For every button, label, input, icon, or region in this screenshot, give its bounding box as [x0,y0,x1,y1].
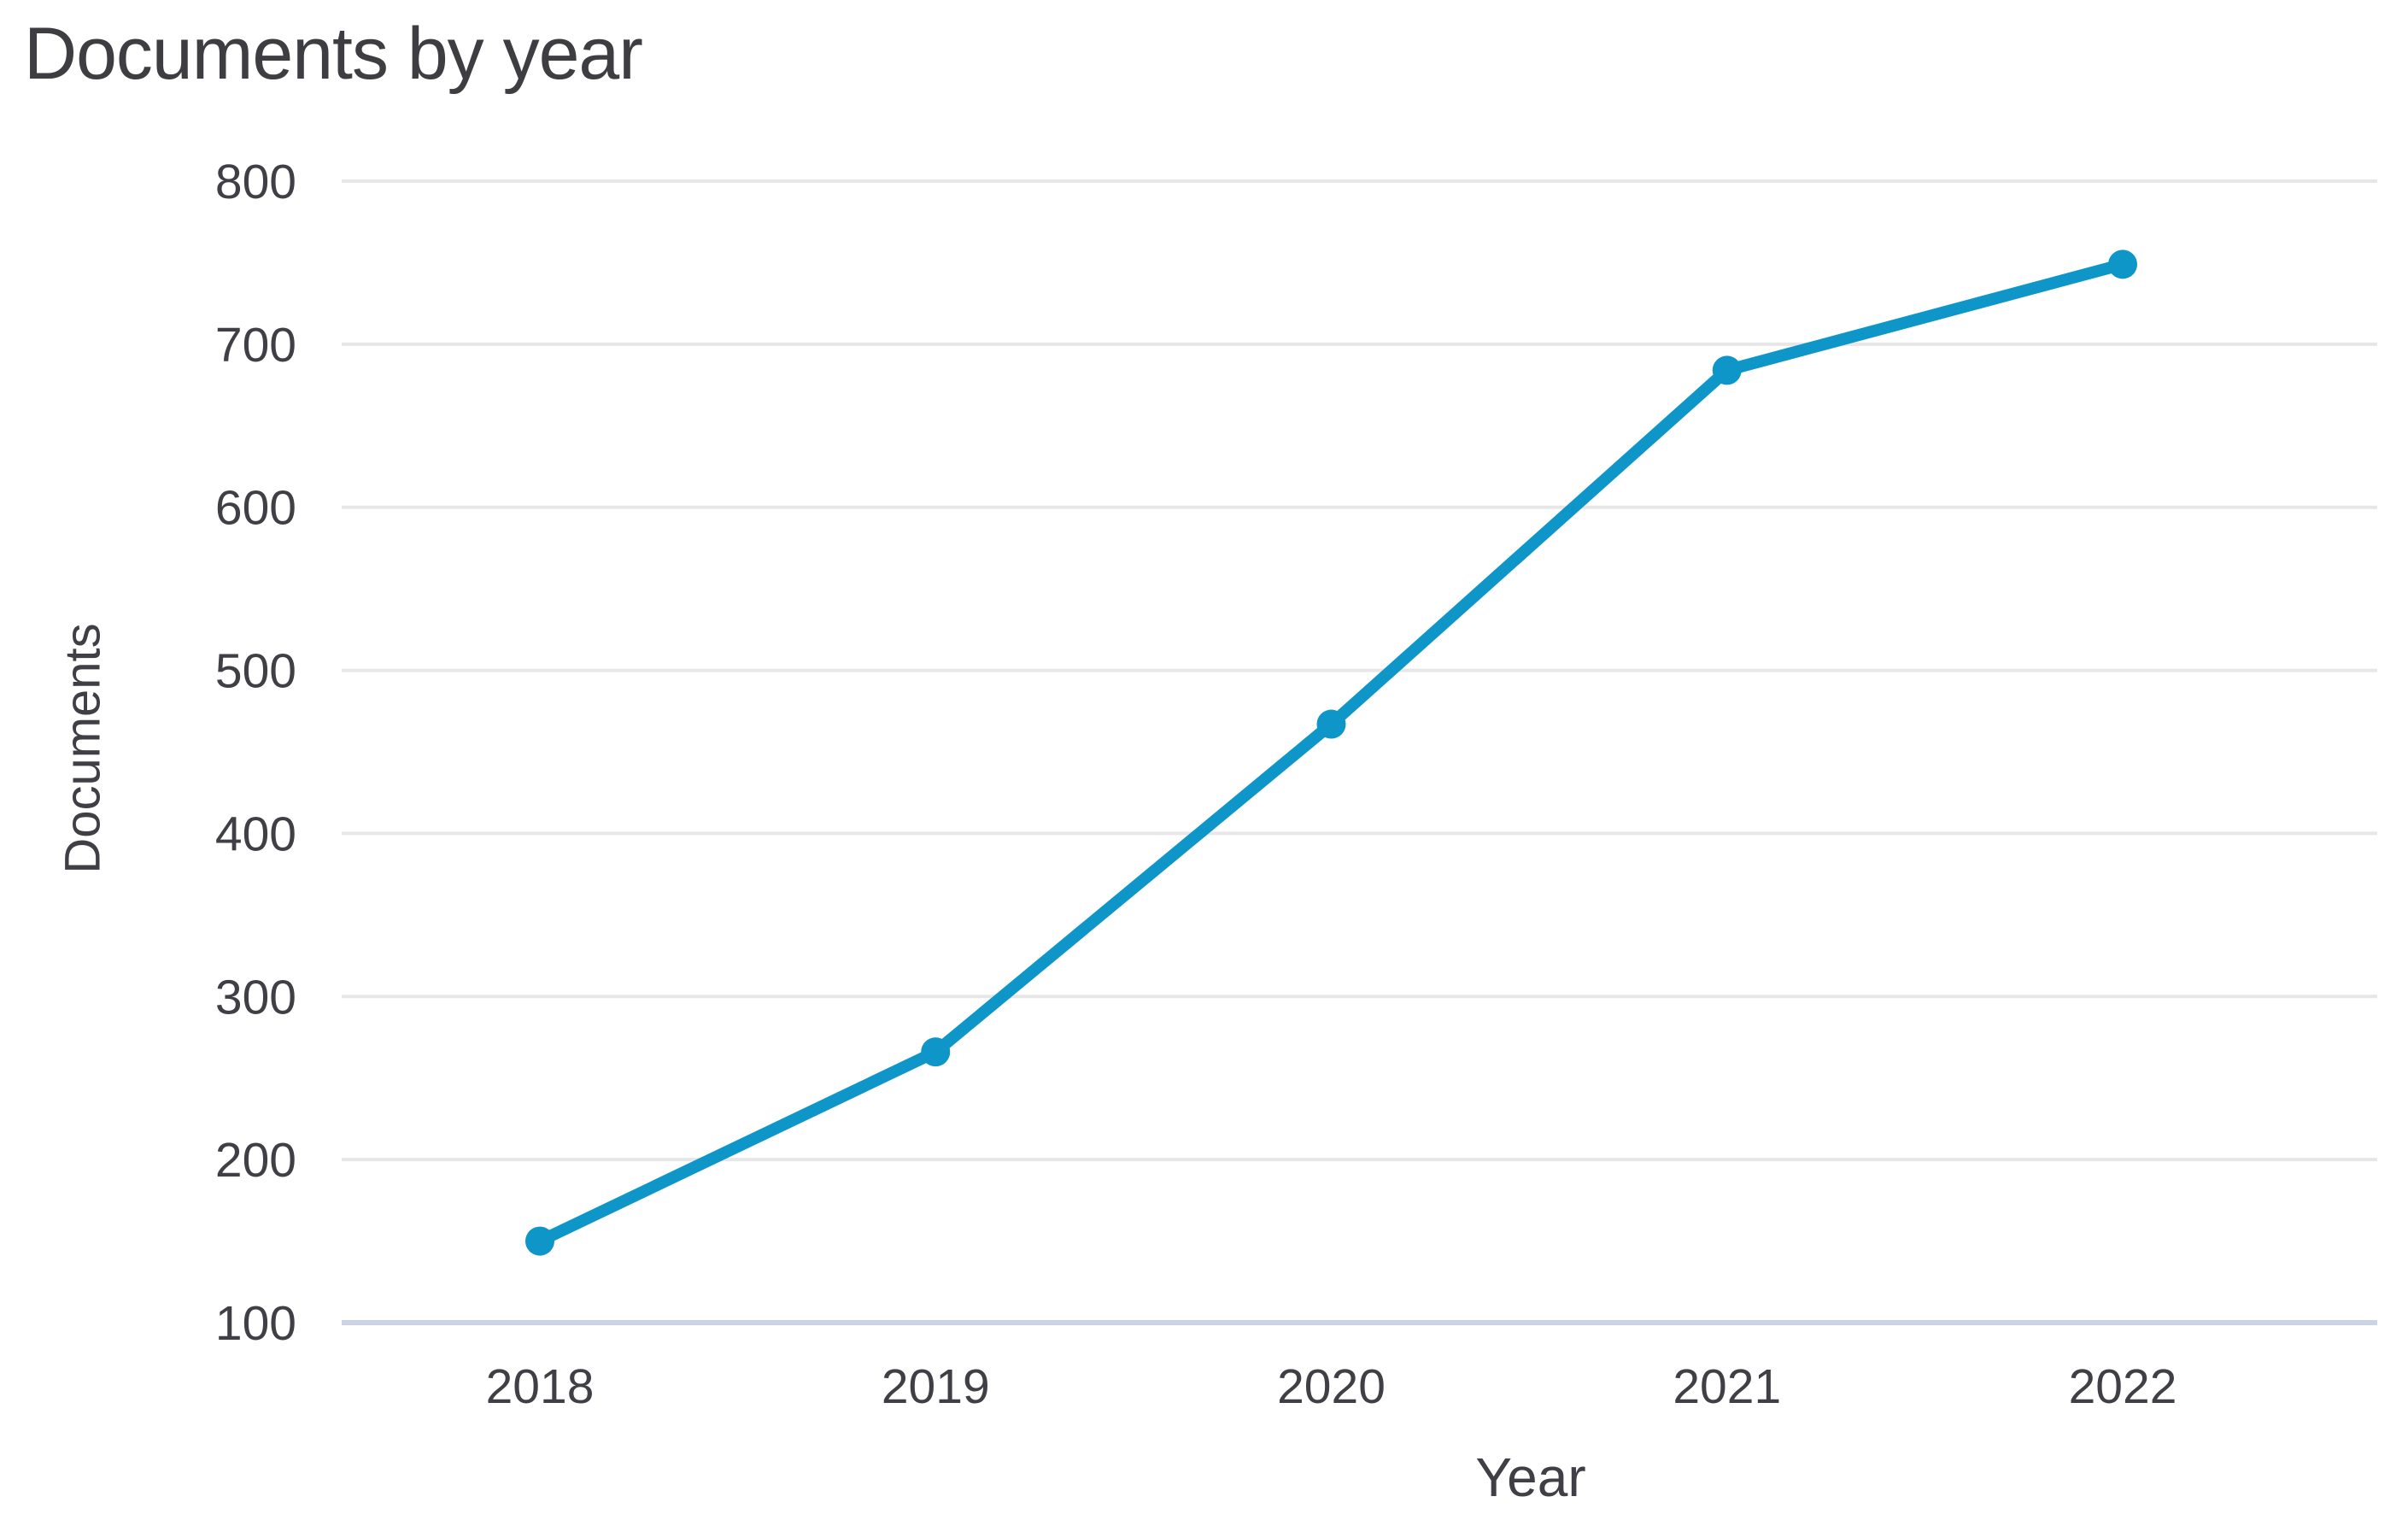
data-point-marker [921,1037,951,1067]
y-tick-label: 300 [215,970,296,1024]
y-tick-label: 100 [215,1296,296,1351]
data-point-marker [1712,355,1742,385]
x-tick-label: 2019 [882,1359,990,1414]
x-tick-label: 2018 [486,1359,595,1414]
y-tick-label: 600 [215,481,296,536]
y-tick-label: 400 [215,807,296,861]
y-tick-label: 800 [215,155,296,209]
x-tick-label: 2020 [1277,1359,1386,1414]
series-line [534,258,2129,1247]
x-axis-title: Year [1475,1447,1586,1508]
data-point-marker [2108,249,2137,279]
x-tick-label: 2022 [2069,1359,2177,1414]
y-tick-label: 200 [215,1133,296,1188]
x-tick-label: 2021 [1673,1359,1781,1414]
chart-title: Documents by year [24,13,643,95]
data-point-marker [1316,709,1346,739]
y-tick-label: 500 [215,644,296,699]
data-point-marker [525,1226,554,1256]
y-tick-label: 700 [215,318,296,373]
